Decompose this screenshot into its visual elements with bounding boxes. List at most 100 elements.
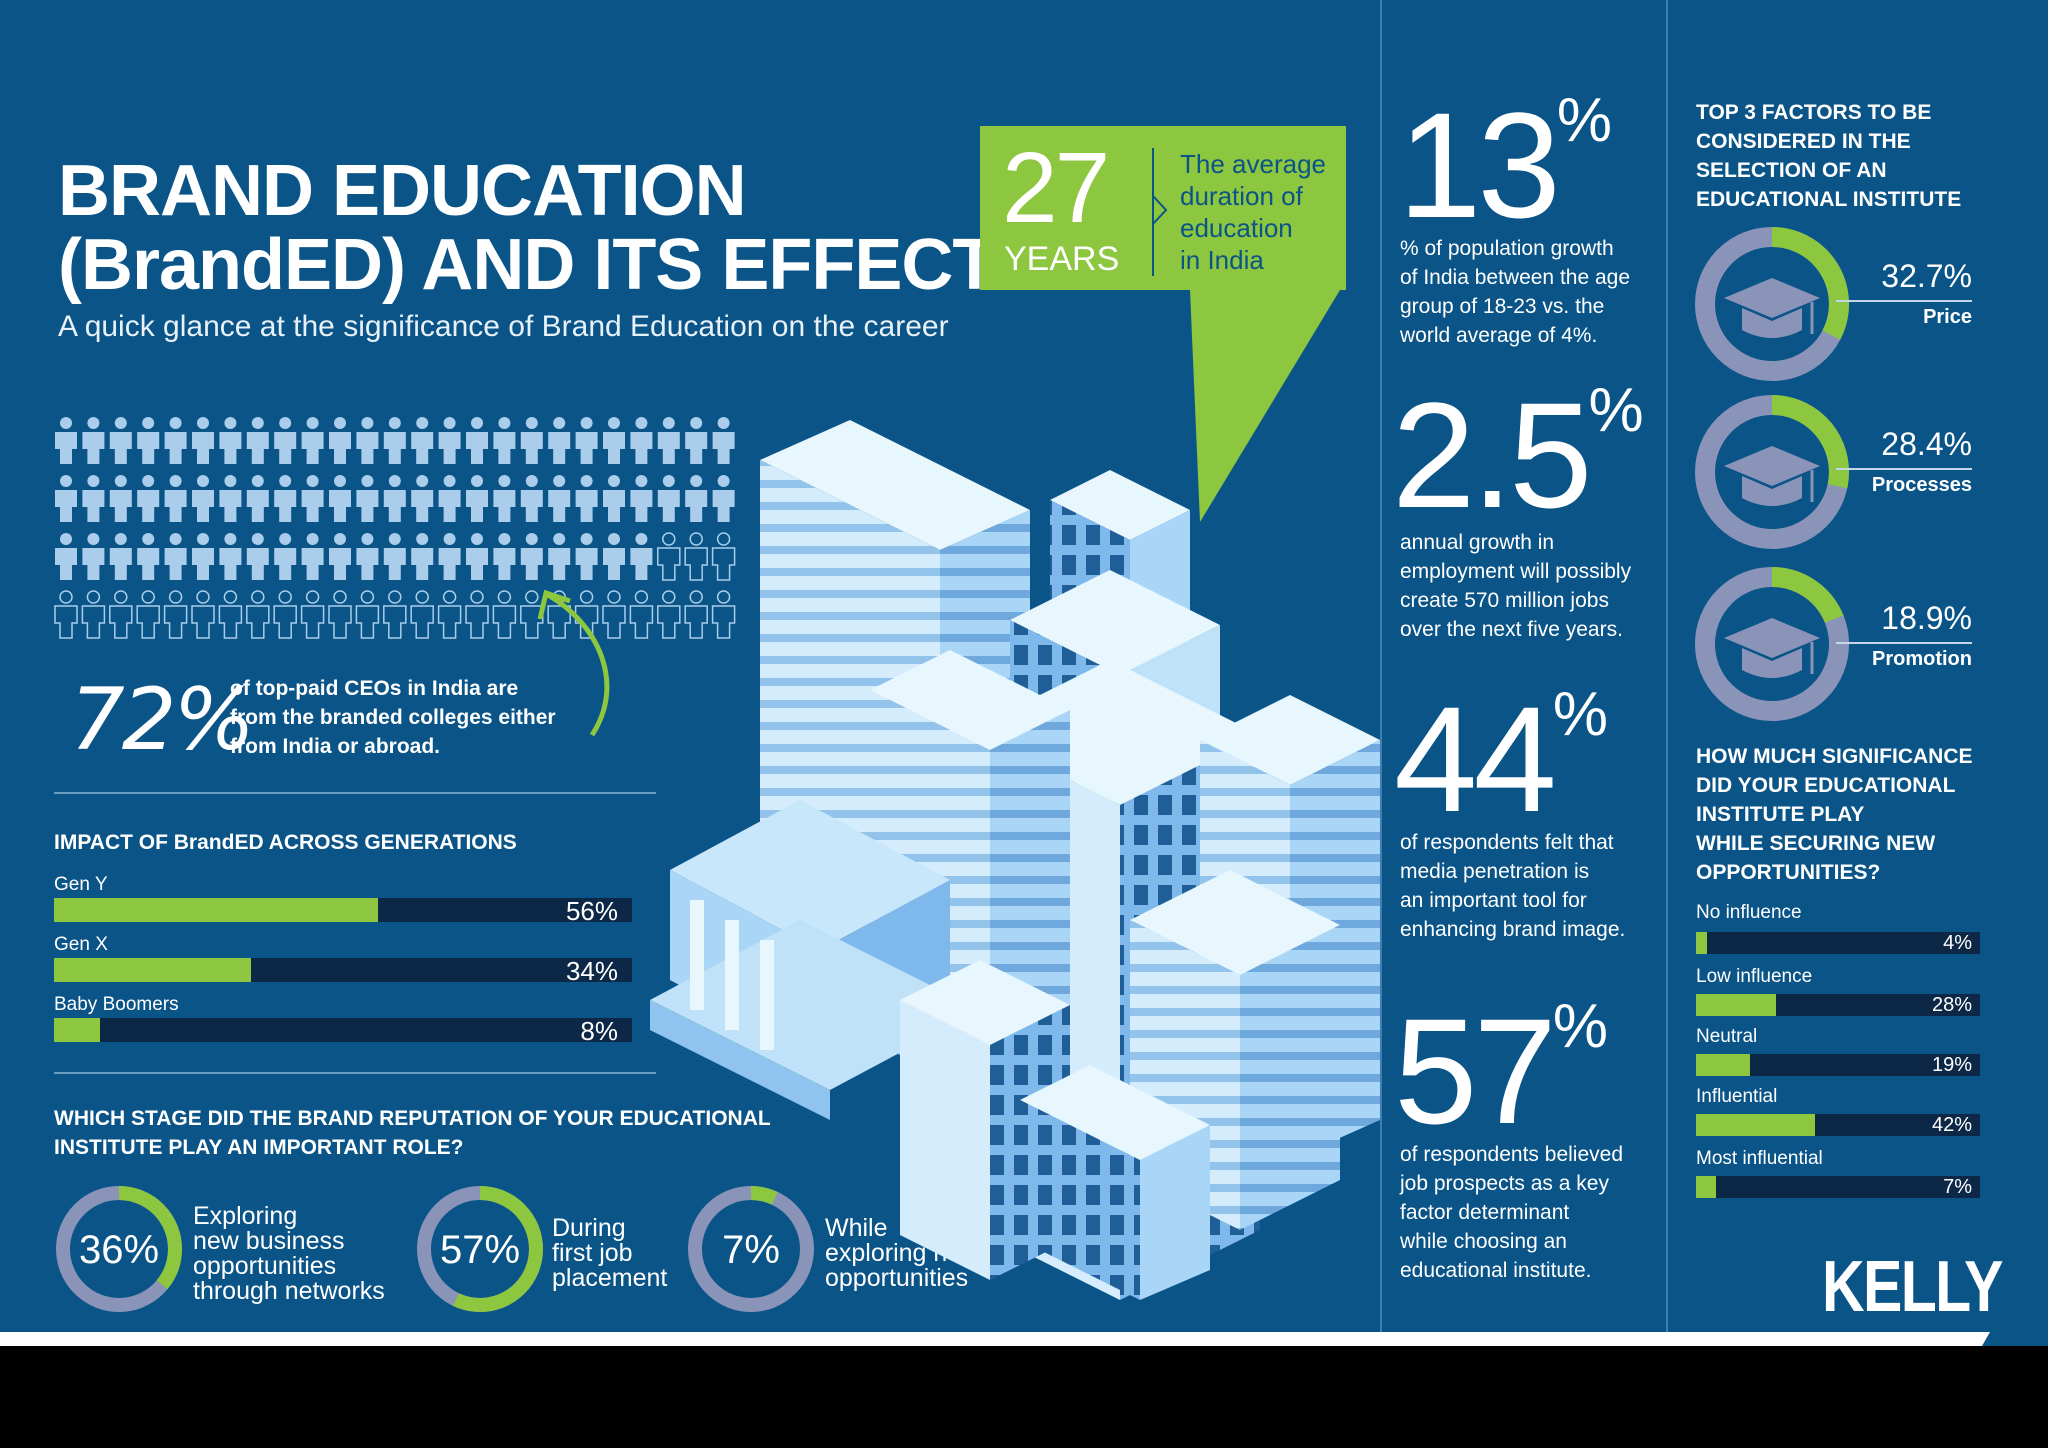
person-icon bbox=[712, 417, 735, 464]
stat-text-line: enhancing brand image. bbox=[1400, 918, 1626, 941]
significance-bar: 28% bbox=[1696, 994, 1980, 1016]
ceo-stat-text-line: from India or abroad. bbox=[230, 735, 441, 758]
factor-value: 28.4% bbox=[1881, 426, 1972, 462]
significance-label: Low influence bbox=[1696, 966, 1813, 987]
person-icon bbox=[684, 532, 708, 581]
person-icon bbox=[520, 475, 543, 522]
person-icon bbox=[246, 533, 269, 580]
person-icon bbox=[55, 417, 77, 464]
stat-text-line: create 570 million jobs bbox=[1400, 589, 1609, 612]
stat-text-line: over the next five years. bbox=[1400, 618, 1623, 641]
person-icon bbox=[219, 417, 242, 464]
column-divider bbox=[1666, 0, 1668, 1336]
significance-bar-value: 28% bbox=[1931, 994, 1972, 1016]
person-icon bbox=[383, 590, 407, 639]
significance-bar-fill bbox=[1696, 1054, 1750, 1076]
person-icon bbox=[274, 475, 297, 522]
person-icon bbox=[548, 533, 571, 580]
significance-bar-fill bbox=[1696, 1176, 1716, 1198]
person-icon bbox=[438, 475, 461, 522]
person-icon bbox=[438, 417, 461, 464]
person-icon bbox=[164, 475, 187, 522]
person-icon bbox=[411, 533, 434, 580]
person-icon bbox=[575, 475, 598, 522]
person-icon bbox=[219, 533, 242, 580]
person-icon bbox=[356, 475, 379, 522]
person-icon bbox=[410, 590, 434, 639]
person-icon bbox=[575, 417, 598, 464]
gen-bar-fill bbox=[54, 1018, 101, 1042]
factor-ring bbox=[1695, 567, 1849, 721]
person-icon bbox=[630, 417, 653, 464]
person-icon bbox=[55, 475, 77, 522]
significance-label: No influence bbox=[1696, 902, 1802, 923]
person-icon bbox=[192, 475, 214, 522]
person-icon bbox=[685, 417, 708, 464]
person-icon bbox=[274, 417, 297, 464]
person-icon bbox=[575, 533, 598, 580]
person-icon bbox=[329, 417, 351, 464]
stage-text-line: opportunities bbox=[193, 1252, 337, 1280]
stage-text-line: During bbox=[552, 1214, 626, 1242]
stat-percent: % bbox=[1552, 992, 1608, 1061]
person-icon bbox=[684, 590, 708, 639]
stat-text-line: while choosing an bbox=[1400, 1230, 1567, 1253]
person-icon bbox=[219, 475, 242, 522]
stat-text-line: of respondents felt that bbox=[1400, 831, 1614, 854]
stage-donut-value: 7% bbox=[722, 1228, 780, 1272]
person-icon bbox=[383, 475, 406, 522]
person-icon bbox=[630, 533, 653, 580]
person-icon bbox=[273, 590, 297, 639]
person-icon bbox=[383, 533, 406, 580]
stat-percent: % bbox=[1556, 86, 1612, 155]
person-icon bbox=[493, 475, 516, 522]
person-icon bbox=[163, 590, 188, 639]
significance-heading-line: DID YOUR EDUCATIONAL bbox=[1696, 774, 1956, 797]
significance-bar: 4% bbox=[1696, 932, 1980, 954]
gen-bar-value: 56% bbox=[565, 896, 618, 926]
stat-percent: % bbox=[1588, 376, 1644, 445]
page-subtitle: A quick glance at the significance of Br… bbox=[58, 310, 949, 343]
significance-bar-value: 42% bbox=[1931, 1114, 1972, 1136]
person-icon bbox=[466, 417, 488, 464]
kelly-logo: KELLY bbox=[1822, 1247, 2004, 1327]
person-icon bbox=[164, 417, 187, 464]
stat-block: 13% bbox=[1398, 90, 1612, 241]
person-icon bbox=[191, 590, 215, 639]
callout-number: 27 bbox=[1002, 132, 1110, 244]
stat-text-line: an important tool for bbox=[1400, 889, 1587, 912]
factors-heading-line: EDUCATIONAL INSTITUTE bbox=[1696, 188, 1962, 211]
stat-number: 44 bbox=[1394, 675, 1557, 843]
stat-text-line: media penetration is bbox=[1400, 860, 1590, 883]
person-icon bbox=[520, 417, 543, 464]
person-icon bbox=[520, 533, 543, 580]
significance-bar-fill bbox=[1696, 1114, 1816, 1136]
person-icon bbox=[438, 533, 461, 580]
person-icon bbox=[246, 475, 269, 522]
person-icon bbox=[329, 475, 351, 522]
stage-text-line: placement bbox=[552, 1264, 668, 1292]
person-icon bbox=[54, 590, 78, 639]
stage-heading-line: WHICH STAGE DID THE BRAND REPUTATION OF … bbox=[54, 1107, 771, 1130]
person-icon bbox=[300, 590, 325, 639]
person-icon bbox=[548, 417, 571, 464]
significance-bar-value: 4% bbox=[1943, 932, 1972, 954]
stage-donut bbox=[688, 1186, 814, 1312]
gen-label: Gen Y bbox=[54, 874, 108, 895]
callout-text-line: education bbox=[1180, 213, 1293, 243]
arrow-icon bbox=[537, 589, 610, 737]
gen-bar: 56% bbox=[54, 896, 632, 926]
significance-bar: 19% bbox=[1696, 1054, 1980, 1076]
stat-text-line: of India between the age bbox=[1400, 266, 1631, 289]
person-icon bbox=[437, 590, 462, 639]
callout-text-line: The average bbox=[1180, 149, 1326, 179]
stat-block: 44% bbox=[1394, 684, 1608, 835]
stat-block: 2.5% bbox=[1392, 380, 1644, 531]
callout-unit: YEARS bbox=[1004, 240, 1120, 278]
person-icon bbox=[383, 417, 406, 464]
significance-bar-fill bbox=[1696, 932, 1708, 954]
stat-text: % of population growth of India between … bbox=[1400, 234, 1630, 350]
person-icon bbox=[137, 533, 160, 580]
gen-bar: 8% bbox=[54, 1016, 632, 1046]
graduation-cap-icon bbox=[1724, 446, 1820, 506]
